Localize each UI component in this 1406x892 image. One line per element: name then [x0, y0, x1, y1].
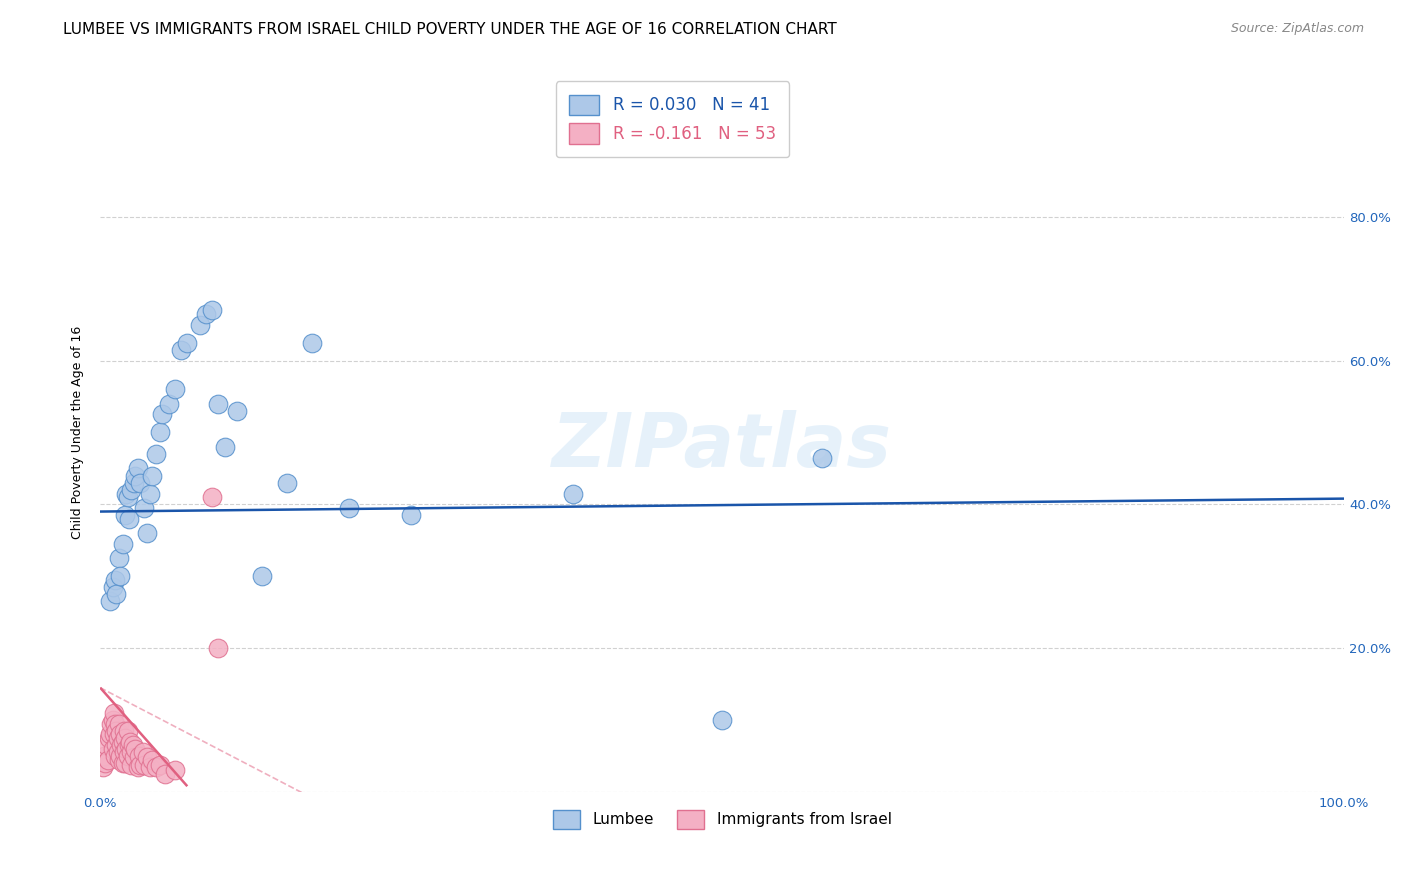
- Point: [112, 746, 135, 760]
- Point: [97, 731, 120, 745]
- Point: [145, 760, 167, 774]
- Point: [157, 397, 180, 411]
- Point: [145, 447, 167, 461]
- Point: [120, 483, 142, 497]
- Point: [108, 551, 131, 566]
- Point: [118, 738, 141, 752]
- Point: [132, 500, 155, 515]
- Point: [201, 490, 224, 504]
- Point: [163, 382, 186, 396]
- Point: [104, 716, 127, 731]
- Point: [122, 475, 145, 490]
- Point: [149, 425, 172, 440]
- Point: [153, 767, 176, 781]
- Point: [94, 756, 117, 771]
- Point: [128, 749, 150, 764]
- Point: [136, 750, 159, 764]
- Point: [118, 512, 141, 526]
- Text: LUMBEE VS IMMIGRANTS FROM ISRAEL CHILD POVERTY UNDER THE AGE OF 16 CORRELATION C: LUMBEE VS IMMIGRANTS FROM ISRAEL CHILD P…: [63, 22, 837, 37]
- Point: [207, 641, 229, 656]
- Point: [101, 741, 124, 756]
- Point: [112, 723, 135, 738]
- Point: [104, 573, 127, 587]
- Point: [131, 746, 153, 760]
- Point: [98, 594, 121, 608]
- Point: [111, 756, 134, 771]
- Point: [132, 757, 155, 772]
- Point: [108, 749, 131, 764]
- Point: [107, 731, 129, 745]
- Point: [276, 475, 298, 490]
- Text: Source: ZipAtlas.com: Source: ZipAtlas.com: [1230, 22, 1364, 36]
- Point: [136, 526, 159, 541]
- Point: [810, 450, 832, 465]
- Text: ZIPatlas: ZIPatlas: [553, 410, 893, 483]
- Point: [104, 749, 127, 764]
- Point: [176, 335, 198, 350]
- Point: [108, 727, 131, 741]
- Point: [111, 734, 134, 748]
- Point: [129, 475, 152, 490]
- Point: [120, 734, 142, 748]
- Point: [152, 408, 174, 422]
- Point: [101, 713, 124, 727]
- Point: [127, 760, 149, 774]
- Point: [96, 738, 118, 752]
- Point: [139, 486, 162, 500]
- Point: [117, 723, 139, 738]
- Point: [103, 706, 125, 720]
- Point: [120, 757, 142, 772]
- Point: [226, 404, 249, 418]
- Point: [117, 749, 139, 764]
- Point: [149, 757, 172, 772]
- Point: [111, 537, 134, 551]
- Point: [188, 318, 211, 332]
- Point: [124, 741, 146, 756]
- Y-axis label: Child Poverty Under the Age of 16: Child Poverty Under the Age of 16: [72, 326, 84, 539]
- Point: [129, 757, 152, 772]
- Point: [114, 731, 136, 745]
- Point: [97, 753, 120, 767]
- Point: [214, 440, 236, 454]
- Point: [98, 727, 121, 741]
- Point: [103, 727, 125, 741]
- Point: [110, 738, 132, 752]
- Point: [114, 756, 136, 771]
- Point: [124, 468, 146, 483]
- Point: [105, 723, 128, 738]
- Point: [711, 713, 734, 727]
- Point: [91, 760, 114, 774]
- Point: [121, 738, 143, 752]
- Point: [108, 569, 131, 583]
- Point: [337, 500, 360, 515]
- Point: [93, 749, 115, 764]
- Point: [115, 486, 138, 500]
- Point: [101, 580, 124, 594]
- Point: [120, 746, 142, 760]
- Point: [127, 461, 149, 475]
- Point: [170, 343, 193, 357]
- Point: [250, 569, 273, 583]
- Point: [108, 716, 131, 731]
- Point: [141, 468, 163, 483]
- Point: [139, 760, 162, 774]
- Point: [141, 753, 163, 767]
- Point: [105, 738, 128, 752]
- Point: [122, 750, 145, 764]
- Point: [105, 587, 128, 601]
- Point: [194, 307, 217, 321]
- Point: [163, 764, 186, 778]
- Point: [115, 741, 138, 756]
- Point: [100, 716, 122, 731]
- Point: [108, 753, 131, 767]
- Point: [117, 490, 139, 504]
- Legend: Lumbee, Immigrants from Israel: Lumbee, Immigrants from Israel: [547, 804, 897, 835]
- Point: [399, 508, 422, 523]
- Point: [107, 746, 129, 760]
- Point: [201, 303, 224, 318]
- Point: [561, 486, 583, 500]
- Point: [301, 335, 323, 350]
- Point: [114, 508, 136, 523]
- Point: [207, 397, 229, 411]
